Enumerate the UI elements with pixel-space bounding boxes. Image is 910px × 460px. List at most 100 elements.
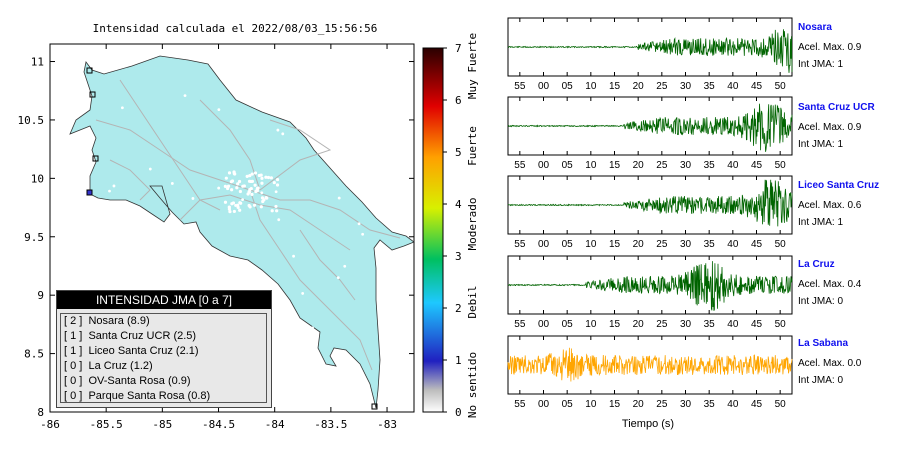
station-accel: Acel. Max. 0.9: [798, 122, 862, 133]
city-point: [241, 198, 244, 202]
city-point: [272, 180, 276, 185]
city-point: [337, 196, 341, 200]
seismogram-tick-label: 35: [704, 160, 716, 171]
city-point: [259, 205, 263, 209]
city-point: [253, 183, 257, 187]
city-point: [260, 191, 264, 195]
colorbar-ticks: 0 1 2 3 4 5 6 7: [443, 42, 462, 419]
city-point: [274, 204, 278, 209]
map-x-tick-label: -86: [40, 418, 60, 431]
seismogram-tick-label: 45: [751, 239, 763, 250]
map-y-tick-label: 10.5: [18, 114, 45, 127]
seismogram-tick-label: 15: [609, 239, 621, 250]
city-point: [120, 106, 124, 110]
city-point: [232, 209, 236, 214]
seismogram-tick-label: 45: [751, 319, 763, 330]
seismogram-tick-label: 35: [704, 319, 716, 330]
city-point: [230, 188, 234, 192]
city-point: [228, 210, 232, 214]
city-point: [277, 218, 281, 222]
legend-item: [ 2 ] Nosara (8.9): [64, 315, 150, 327]
station-name: Liceo Santa Cruz: [798, 180, 880, 191]
city-point: [152, 225, 156, 229]
city-point: [311, 326, 314, 330]
legend-item: [ 1 ] Santa Cruz UCR (2.5): [64, 330, 197, 342]
city-point: [275, 177, 280, 182]
city-point: [249, 186, 253, 191]
map-x-tick-label: -85: [152, 418, 172, 431]
seismogram-tick-label: 40: [727, 319, 739, 330]
seismogram-tick-label: 55: [514, 399, 526, 410]
city-point: [238, 208, 242, 212]
seismogram-tick-label: 00: [538, 160, 550, 171]
city-point: [252, 203, 257, 207]
city-point: [301, 292, 305, 295]
station-name: Nosara: [798, 22, 832, 33]
seismogram-tick-label: 20: [633, 81, 645, 92]
city-point: [217, 186, 221, 190]
station-accel: Acel. Max. 0.4: [798, 279, 862, 290]
colorbar-tick-label: 3: [455, 250, 462, 263]
city-point: [230, 202, 234, 206]
seismogram-tick-label: 05: [562, 399, 574, 410]
city-point: [232, 170, 236, 174]
colorbar-tick-label: 4: [455, 198, 462, 211]
legend-item: [ 0 ] La Cruz (1.2): [64, 360, 153, 372]
seismogram-tick-label: 00: [538, 319, 550, 330]
seismogram-tick-label: 05: [562, 239, 574, 250]
seismogram-trace: [507, 347, 793, 382]
city-point: [226, 184, 231, 188]
station-jma: Int JMA: 1: [798, 217, 844, 228]
city-point: [322, 134, 326, 138]
seismogram-tick-label: 00: [538, 399, 550, 410]
colorbar-label: No sentido: [466, 352, 479, 418]
seismogram-trace: [507, 103, 793, 152]
city-point: [237, 179, 242, 184]
map-y-tick-label: 11: [31, 56, 44, 69]
city-point: [336, 276, 340, 280]
seismogram-tick-label: 15: [609, 399, 621, 410]
seismogram-tick-label: 20: [633, 319, 645, 330]
colorbar-tick-label: 6: [455, 94, 462, 107]
seismogram-tick-label: 10: [585, 239, 597, 250]
seismogram-tick-label: 50: [775, 160, 787, 171]
seismogram-tick-label: 50: [775, 319, 787, 330]
city-point: [262, 198, 266, 202]
city-point: [241, 184, 245, 188]
legend-header: INTENSIDAD JMA [0 a 7]: [57, 291, 271, 309]
city-point: [264, 196, 268, 200]
colorbar-label: Debil: [466, 285, 479, 318]
city-point: [250, 172, 254, 176]
colorbar-tick-label: 0: [455, 406, 462, 419]
seismogram-tick-label: 25: [656, 239, 668, 250]
map-x-tick-label: -84.5: [202, 418, 235, 431]
city-point: [224, 176, 228, 180]
seismogram-tick-label: 55: [514, 239, 526, 250]
seismogram-tick-label: 40: [727, 81, 739, 92]
colorbar-label: Muy Fuerte: [466, 33, 479, 99]
map-x-tick-label: -83: [377, 418, 397, 431]
city-point: [257, 173, 261, 178]
seismogram-tick-label: 40: [727, 399, 739, 410]
city-point: [255, 189, 259, 193]
station-info: Liceo Santa Cruz Acel. Max. 0.6 Int JMA:…: [798, 180, 910, 228]
city-point: [227, 207, 231, 211]
legend-item: [ 1 ] Liceo Santa Cruz (2.1): [64, 345, 199, 357]
seismogram-tick-label: 35: [704, 239, 716, 250]
station-accel: Acel. Max. 0.0: [798, 358, 862, 369]
seismogram-tick-label: 30: [680, 319, 692, 330]
city-point: [260, 176, 264, 180]
seismogram-tick-label: 30: [680, 239, 692, 250]
city-point: [250, 192, 254, 197]
station-accel: Acel. Max. 0.9: [798, 42, 862, 53]
city-point: [217, 108, 221, 112]
map-station-markers: [86, 67, 378, 410]
seismogram-tick-label: 25: [656, 399, 668, 410]
seismogram-tick-label: 25: [656, 319, 668, 330]
city-point: [236, 182, 240, 186]
seismogram-tick-label: 35: [704, 399, 716, 410]
seismogram-trace: [507, 179, 793, 227]
seismogram-tick-label: 30: [680, 81, 692, 92]
seismogram-tick-label: 45: [751, 399, 763, 410]
